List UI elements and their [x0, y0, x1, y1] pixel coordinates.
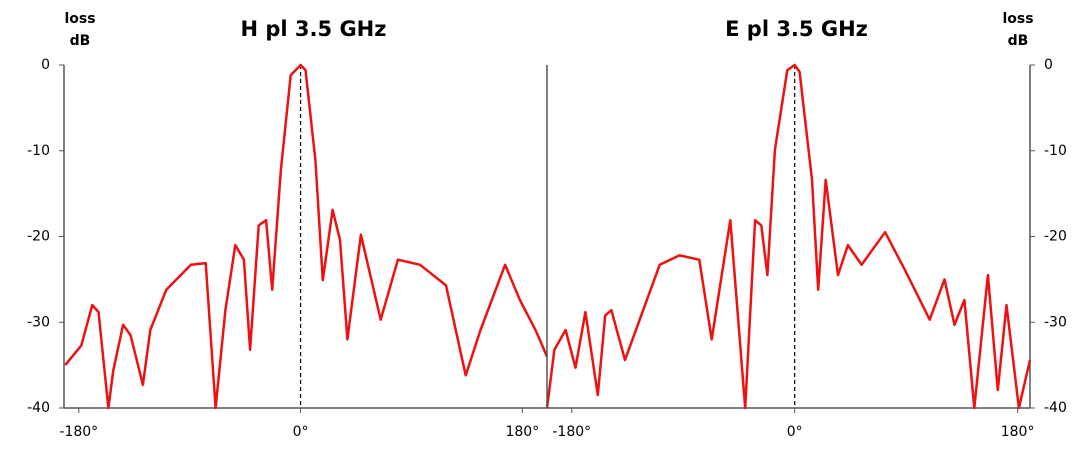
y-axis-label: loss dB [64, 11, 96, 49]
x-tick-label: 180° [1001, 424, 1035, 440]
x-tick-label: 180° [505, 424, 539, 440]
x-tick-label: -180° [552, 424, 591, 440]
data-line [545, 63, 1032, 410]
y-tick-label: -20 [1044, 229, 1067, 245]
y-tick-label: -30 [1044, 314, 1067, 330]
y-tick-label: -10 [1044, 143, 1067, 159]
y-tick-label: -30 [27, 314, 50, 330]
x-tick-label: 0° [293, 424, 309, 440]
chart-title: E pl 3.5 GHz [725, 17, 868, 41]
y-tick-label: -40 [27, 400, 50, 416]
y-tick-label: 0 [41, 57, 50, 73]
x-tick-label: -180° [59, 424, 98, 440]
y-tick-label: -10 [27, 143, 50, 159]
x-tick-label: 0° [787, 424, 803, 440]
y-tick-label: -20 [27, 229, 50, 245]
y-axis-label: loss dB [1002, 11, 1034, 49]
y-tick-label: 0 [1044, 57, 1053, 73]
y-tick-label: -40 [1044, 400, 1067, 416]
data-line [64, 63, 549, 410]
chart-title: H pl 3.5 GHz [241, 17, 387, 41]
